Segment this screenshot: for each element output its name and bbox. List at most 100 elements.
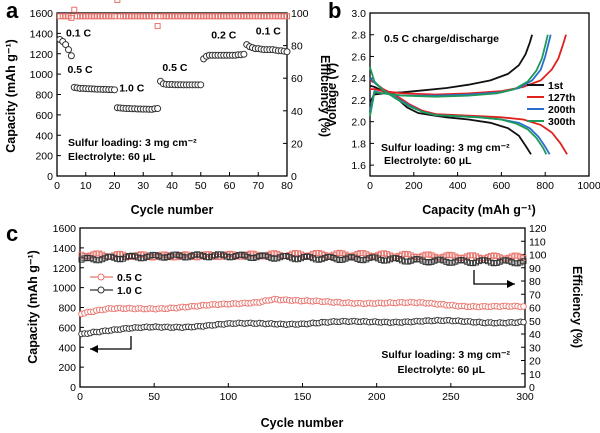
y2-tick-label: 100 bbox=[529, 250, 547, 262]
arrow-head-left bbox=[90, 345, 98, 353]
y-tick-label: 1400 bbox=[53, 243, 77, 255]
efficiency-point-1.0 C bbox=[200, 253, 207, 259]
efficiency-point-1.0 C bbox=[149, 251, 156, 258]
y-tick-label: 800 bbox=[58, 303, 76, 315]
efficiency-point-1.0 C bbox=[419, 257, 426, 264]
efficiency-point-1.0 C bbox=[194, 251, 201, 258]
y-tick-label: 200 bbox=[58, 362, 76, 374]
x-tick-label: 0 bbox=[367, 180, 373, 192]
efficiency-point-0.5 C bbox=[511, 252, 518, 259]
efficiency-point-1.0 C bbox=[223, 253, 230, 260]
y2-tick-label: 60 bbox=[291, 73, 303, 85]
efficiency-point-1.0 C bbox=[155, 253, 162, 260]
efficiency-point-1.0 C bbox=[508, 259, 515, 266]
efficiency-point-1.0 C bbox=[401, 258, 408, 265]
y-tick-label: 1600 bbox=[30, 8, 54, 20]
efficiency-point-1.0 C bbox=[306, 253, 313, 260]
y-tick-label: 1000 bbox=[53, 283, 77, 295]
panel-c-y-axis-title: Capacity (mAh g⁻¹) bbox=[26, 250, 40, 364]
y2-tick-label: 70 bbox=[529, 289, 541, 301]
efficiency-point-1.0 C bbox=[137, 255, 144, 262]
efficiency-point-1.0 C bbox=[381, 257, 388, 264]
efficiency-point-1.0 C bbox=[111, 254, 118, 261]
efficiency-point-0.5 C bbox=[449, 252, 456, 259]
panel-c-y2-axis-title: Efficiency (%) bbox=[570, 266, 584, 348]
panel-b-sulfur-loading-note: Sulfur loading: 3 mg cm⁻² bbox=[381, 142, 510, 154]
efficiency-point-1.0 C bbox=[277, 254, 284, 261]
panel-b-title: 0.5 C charge/discharge bbox=[384, 33, 499, 45]
y-tick-label: 600 bbox=[35, 110, 53, 122]
series-300th-discharge-line bbox=[369, 67, 548, 155]
efficiency-point-1.0 C bbox=[125, 253, 132, 260]
efficiency-point-1.0 C bbox=[493, 259, 500, 266]
panel-a-sulfur-loading-note: Sulfur loading: 3 mg cm⁻² bbox=[68, 137, 197, 149]
efficiency-point-1.0 C bbox=[289, 255, 296, 262]
efficiency-point-0.5 C bbox=[137, 251, 144, 258]
efficiency-point-1.0 C bbox=[214, 251, 221, 258]
efficiency-point-0.5 C bbox=[333, 250, 340, 257]
capacity-point bbox=[67, 52, 75, 60]
efficiency-point-1.0 C bbox=[345, 254, 352, 261]
x-tick-label: 100 bbox=[220, 391, 238, 403]
legend-label: 200th bbox=[548, 104, 575, 116]
efficiency-point-0.5 C bbox=[381, 250, 388, 257]
x-tick-label: 300 bbox=[516, 391, 534, 403]
efficiency-point-0.5 C bbox=[378, 250, 385, 257]
efficiency-point-1.0 C bbox=[309, 255, 316, 262]
efficiency-point-1.0 C bbox=[499, 257, 506, 264]
x-tick-label: 60 bbox=[224, 180, 236, 192]
efficiency-point-1.0 C bbox=[90, 256, 97, 263]
series-300th-charge-line bbox=[369, 34, 549, 117]
efficiency-point-0.5 C bbox=[464, 253, 471, 260]
rate-label: 0.2 C bbox=[211, 29, 237, 41]
efficiency-point-1.0 C bbox=[247, 254, 254, 261]
efficiency-point-1.0 C bbox=[268, 255, 275, 262]
efficiency-point-1.0 C bbox=[360, 257, 367, 264]
efficiency-point-0.5 C bbox=[487, 252, 494, 259]
efficiency-point bbox=[154, 23, 161, 30]
y-tick-label: 400 bbox=[58, 342, 76, 354]
efficiency-point-1.0 C bbox=[271, 255, 278, 262]
capacity-point bbox=[240, 50, 248, 58]
efficiency-point-1.0 C bbox=[226, 254, 233, 261]
efficiency-point-0.5 C bbox=[250, 250, 257, 257]
panel-c-electrolyte-note: Electrolyte: 60 μL bbox=[397, 364, 485, 376]
efficiency-point bbox=[114, 0, 121, 3]
efficiency-point-0.5 C bbox=[520, 255, 527, 262]
efficiency-point-1.0 C bbox=[143, 254, 150, 261]
efficiency-point-1.0 C bbox=[292, 256, 299, 263]
panel-letter-b: b bbox=[328, 0, 341, 23]
efficiency-point-1.0 C bbox=[235, 251, 242, 258]
efficiency-point-1.0 C bbox=[280, 253, 287, 260]
efficiency-point-1.0 C bbox=[422, 259, 429, 265]
efficiency-point-1.0 C bbox=[312, 256, 319, 263]
efficiency-point-0.5 C bbox=[398, 251, 405, 258]
rate-label: 0.1 C bbox=[66, 27, 92, 39]
efficiency-point-1.0 C bbox=[339, 256, 346, 263]
x-tick-label: 200 bbox=[368, 391, 386, 403]
efficiency-point-1.0 C bbox=[167, 252, 174, 259]
y-tick-label: 2.2 bbox=[351, 95, 366, 107]
efficiency-point-1.0 C bbox=[407, 257, 414, 264]
efficiency-point-1.0 C bbox=[244, 253, 251, 260]
efficiency-point-0.5 C bbox=[428, 252, 435, 259]
x-tick-label: 1000 bbox=[577, 180, 600, 192]
efficiency-point-0.5 C bbox=[514, 252, 521, 259]
efficiency-point-1.0 C bbox=[372, 254, 379, 261]
efficiency-point-1.0 C bbox=[209, 253, 215, 260]
efficiency-point-1.0 C bbox=[351, 254, 358, 261]
efficiency-point-1.0 C bbox=[387, 256, 393, 263]
efficiency-point-1.0 C bbox=[490, 260, 497, 267]
efficiency-point-1.0 C bbox=[452, 258, 459, 265]
efficiency-point-1.0 C bbox=[185, 254, 192, 261]
efficiency-point-0.5 C bbox=[274, 250, 281, 257]
efficiency-point-1.0 C bbox=[484, 258, 491, 265]
y-tick-label: 0 bbox=[47, 171, 53, 183]
efficiency-point-1.0 C bbox=[479, 257, 485, 264]
efficiency-point-1.0 C bbox=[416, 256, 423, 263]
efficiency-point-0.5 C bbox=[517, 253, 524, 260]
efficiency-point-0.5 C bbox=[357, 250, 364, 257]
panel-c-sulfur-loading-note: Sulfur loading: 3 mg cm⁻² bbox=[381, 349, 510, 361]
efficiency-point-1.0 C bbox=[212, 252, 218, 259]
y2-tick-label: 80 bbox=[529, 276, 541, 288]
